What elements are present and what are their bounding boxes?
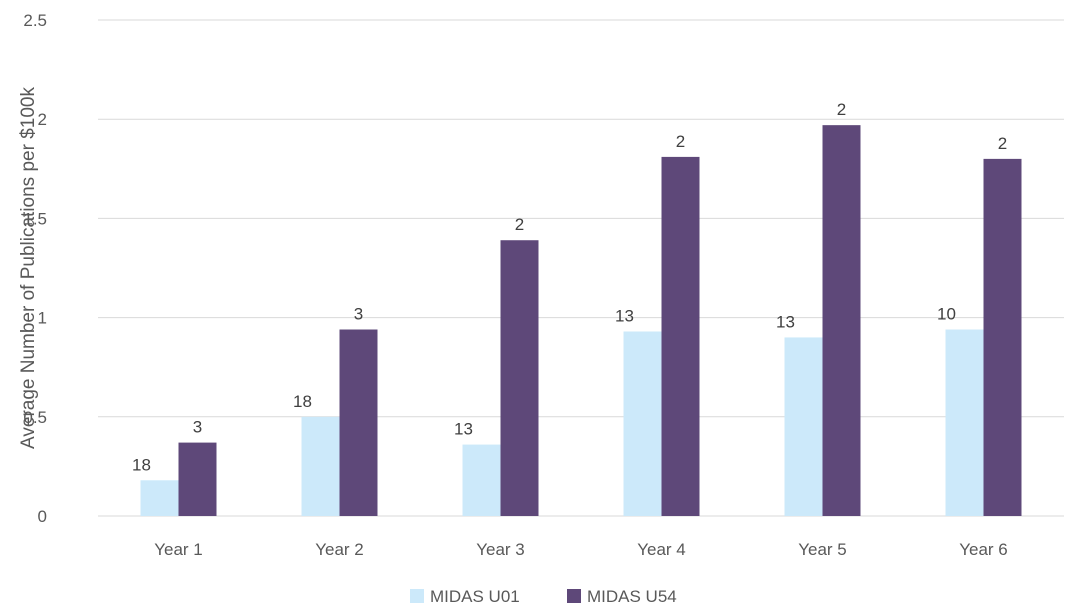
data-label: 2 <box>837 100 846 119</box>
x-axis-ticks: Year 1 Year 2 Year 3 Year 4 Year 5 Year 6 <box>154 540 1008 559</box>
data-label: 10 <box>937 305 956 324</box>
x-tick-label: Year 3 <box>476 540 525 559</box>
y-axis-title: Average Number of Publications per $100k <box>18 87 39 449</box>
legend-label: MIDAS U01 <box>430 587 520 606</box>
bar-midas-u01 <box>623 331 662 516</box>
data-label: 18 <box>132 455 151 474</box>
data-label: 2 <box>515 215 524 234</box>
bar-midas-u54 <box>178 442 217 516</box>
x-tick-label: Year 5 <box>798 540 847 559</box>
legend: MIDAS U01 MIDAS U54 <box>410 587 677 606</box>
bar-midas-u54 <box>661 156 700 516</box>
y-tick-label: 2.5 <box>23 11 47 30</box>
legend-label: MIDAS U54 <box>587 587 677 606</box>
bar-midas-u54 <box>822 125 861 516</box>
data-label: 3 <box>193 418 202 437</box>
bar-midas-u01 <box>301 416 340 516</box>
bar-midas-u01 <box>784 337 823 516</box>
bar-midas-u01 <box>945 329 984 516</box>
bar-midas-u54 <box>983 158 1022 516</box>
y-tick-label: 1 <box>38 309 47 328</box>
x-tick-label: Year 4 <box>637 540 686 559</box>
bar-midas-u54 <box>339 329 378 516</box>
data-label: 13 <box>776 312 795 331</box>
bar-midas-u01 <box>140 480 179 516</box>
data-label: 2 <box>998 134 1007 153</box>
bars <box>140 125 1022 516</box>
gridlines <box>98 19 1064 517</box>
bar-midas-u54 <box>500 240 539 516</box>
data-label: 13 <box>615 306 634 325</box>
data-label: 13 <box>454 420 473 439</box>
x-tick-label: Year 6 <box>959 540 1008 559</box>
y-tick-label: 0 <box>38 507 47 526</box>
y-tick-label: 2 <box>38 110 47 129</box>
y-axis-ticks: 0 0.5 1 1.5 2 2.5 <box>23 11 47 526</box>
data-label: 2 <box>676 132 685 151</box>
data-labels: 18 3 18 3 13 2 13 2 13 2 10 2 <box>132 100 1007 474</box>
legend-swatch <box>410 589 424 603</box>
y-tick-label: 0.5 <box>23 408 47 427</box>
legend-swatch <box>567 589 581 603</box>
data-label: 18 <box>293 392 312 411</box>
y-tick-label: 1.5 <box>23 209 47 228</box>
x-tick-label: Year 1 <box>154 540 203 559</box>
x-tick-label: Year 2 <box>315 540 364 559</box>
bar-midas-u01 <box>462 444 501 516</box>
data-label: 3 <box>354 305 363 324</box>
